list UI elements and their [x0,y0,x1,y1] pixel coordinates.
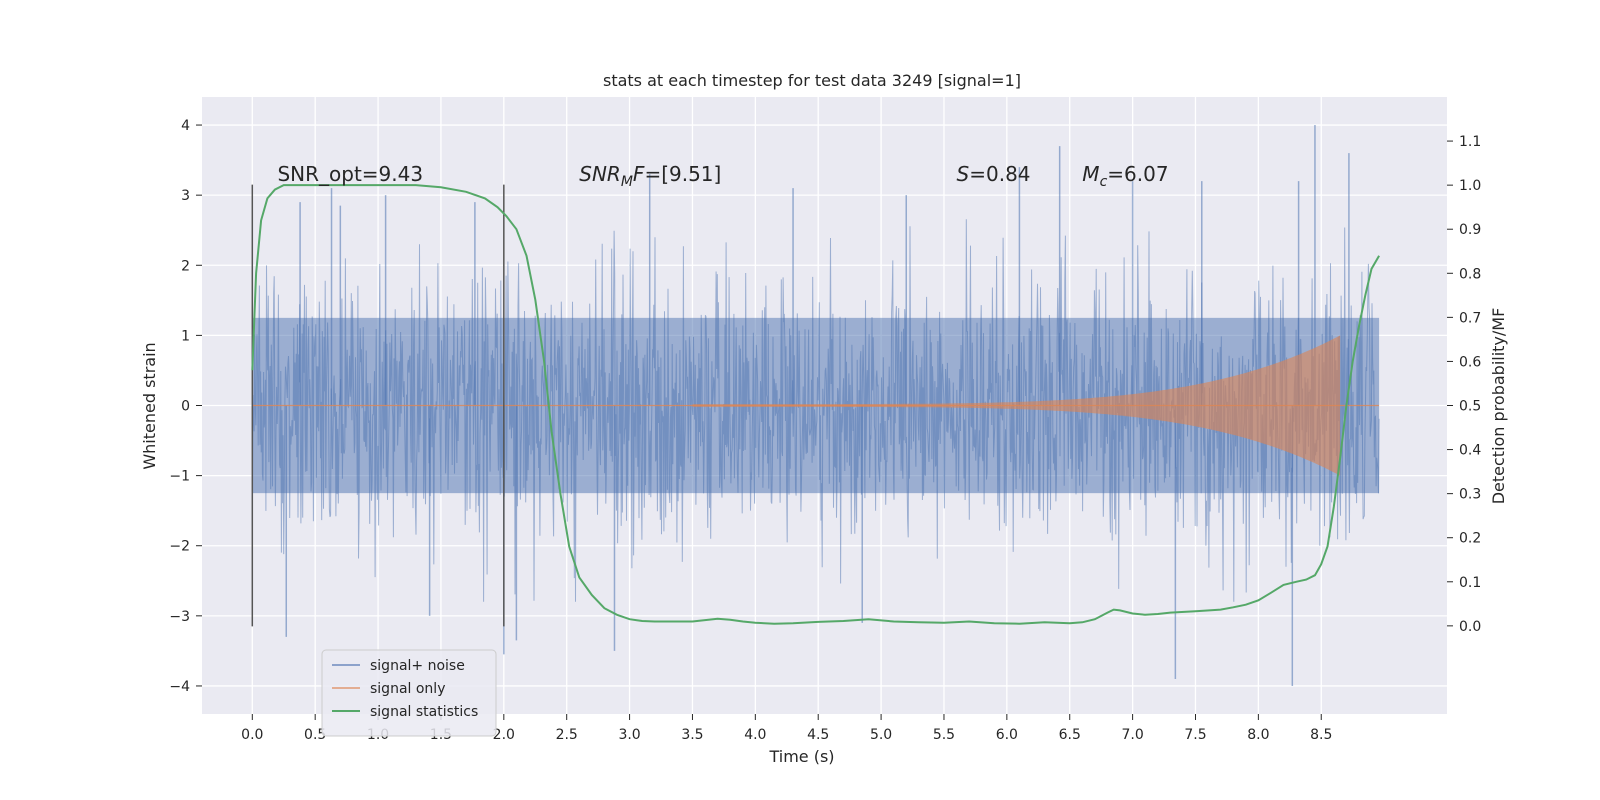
y2-tick-label: 0.5 [1459,399,1481,415]
x-tick-label: 5.0 [870,727,892,743]
y-tick-label: 4 [181,118,190,134]
y-axis-ticks: −4 −3 −2 −1 0 1 2 3 4 [169,118,202,695]
y2-tick-label: 0.6 [1459,354,1481,370]
y-tick-label: 0 [181,399,190,415]
y-axis-label: Whitened strain [140,342,159,469]
y2-tick-label: 0.7 [1459,310,1481,326]
x-tick-label: 4.5 [807,727,829,743]
y-tick-label: −3 [169,609,190,625]
y-tick-label: 2 [181,258,190,274]
x-tick-label: 3.0 [618,727,640,743]
y-tick-label: −2 [169,539,190,555]
annotation-part: =[9.51] [644,162,721,186]
series-signal-only [252,335,1380,476]
y-tick-label: 1 [181,328,190,344]
legend-box [321,649,497,737]
legend-label: signal+ noise [370,658,465,674]
chart-title: stats at each timestep for test data 324… [603,71,1021,90]
y-tick-label: 3 [181,188,190,204]
y2-tick-label: 1.1 [1459,134,1481,150]
x-tick-label: 0.5 [304,727,326,743]
y-tick-label: −1 [169,469,190,485]
annotation-part: =6.07 [1107,162,1168,186]
annotation-part: =0.84 [969,162,1030,186]
x-tick-label: 4.0 [744,727,766,743]
annotations: SNR_opt=9.43 SNRMF=[9.51] S=0.84 Mc=6.07 [277,162,1168,190]
legend-label: signal only [370,681,445,697]
x-tick-label: 6.0 [996,727,1018,743]
annotation-part: M [1082,162,1099,186]
annotation-snr-opt: SNR_opt=9.43 [277,162,423,186]
y2-tick-label: 0.9 [1459,222,1481,238]
y-tick-label: −4 [169,679,190,695]
legend-label: signal statistics [370,704,478,720]
x-tick-label: 3.5 [681,727,703,743]
annotation-part: M [621,174,633,190]
annotation-part: SNR_opt=9.43 [277,162,423,186]
annotation-snr-mf: SNRMF=[9.51] [579,162,721,190]
x-tick-label: 7.5 [1184,727,1206,743]
legend: signal+ noise signal only signal statistic… [321,649,497,737]
annotation-part: SNR [579,162,621,186]
y2-axis-label: Detection probability/MF [1489,308,1508,505]
x-tick-label: 2.0 [493,727,515,743]
annotation-part: S [957,162,970,186]
x-tick-label: 8.5 [1310,727,1332,743]
y2-tick-label: 0.3 [1459,487,1481,503]
y2-tick-label: 0.8 [1459,266,1481,282]
series-signal-statistics [251,184,1380,625]
x-tick-label: 0.0 [241,727,263,743]
annotation-mc-val: Mc=6.07 [1082,162,1168,190]
y2-tick-label: 0.0 [1459,619,1481,635]
x-axis-label: Time (s) [768,747,834,766]
x-tick-label: 5.5 [933,727,955,743]
annotation-part: c [1100,174,1108,190]
y2-tick-label: 1.0 [1459,178,1481,194]
y2-tick-label: 0.1 [1459,575,1481,591]
annotation-s-val: S=0.84 [957,162,1031,186]
y2-tick-label: 0.2 [1459,531,1481,547]
x-tick-label: 2.5 [556,727,578,743]
x-tick-label: 7.0 [1121,727,1143,743]
y2-tick-label: 0.4 [1459,443,1481,459]
x-tick-label: 6.5 [1059,727,1081,743]
annotation-part: F [633,162,645,186]
x-tick-label: 8.0 [1247,727,1269,743]
y2-axis-ticks: 0.0 0.1 0.2 0.3 0.4 0.5 0.6 0.7 0.8 0.9 1.0 1.1 [1447,134,1481,635]
